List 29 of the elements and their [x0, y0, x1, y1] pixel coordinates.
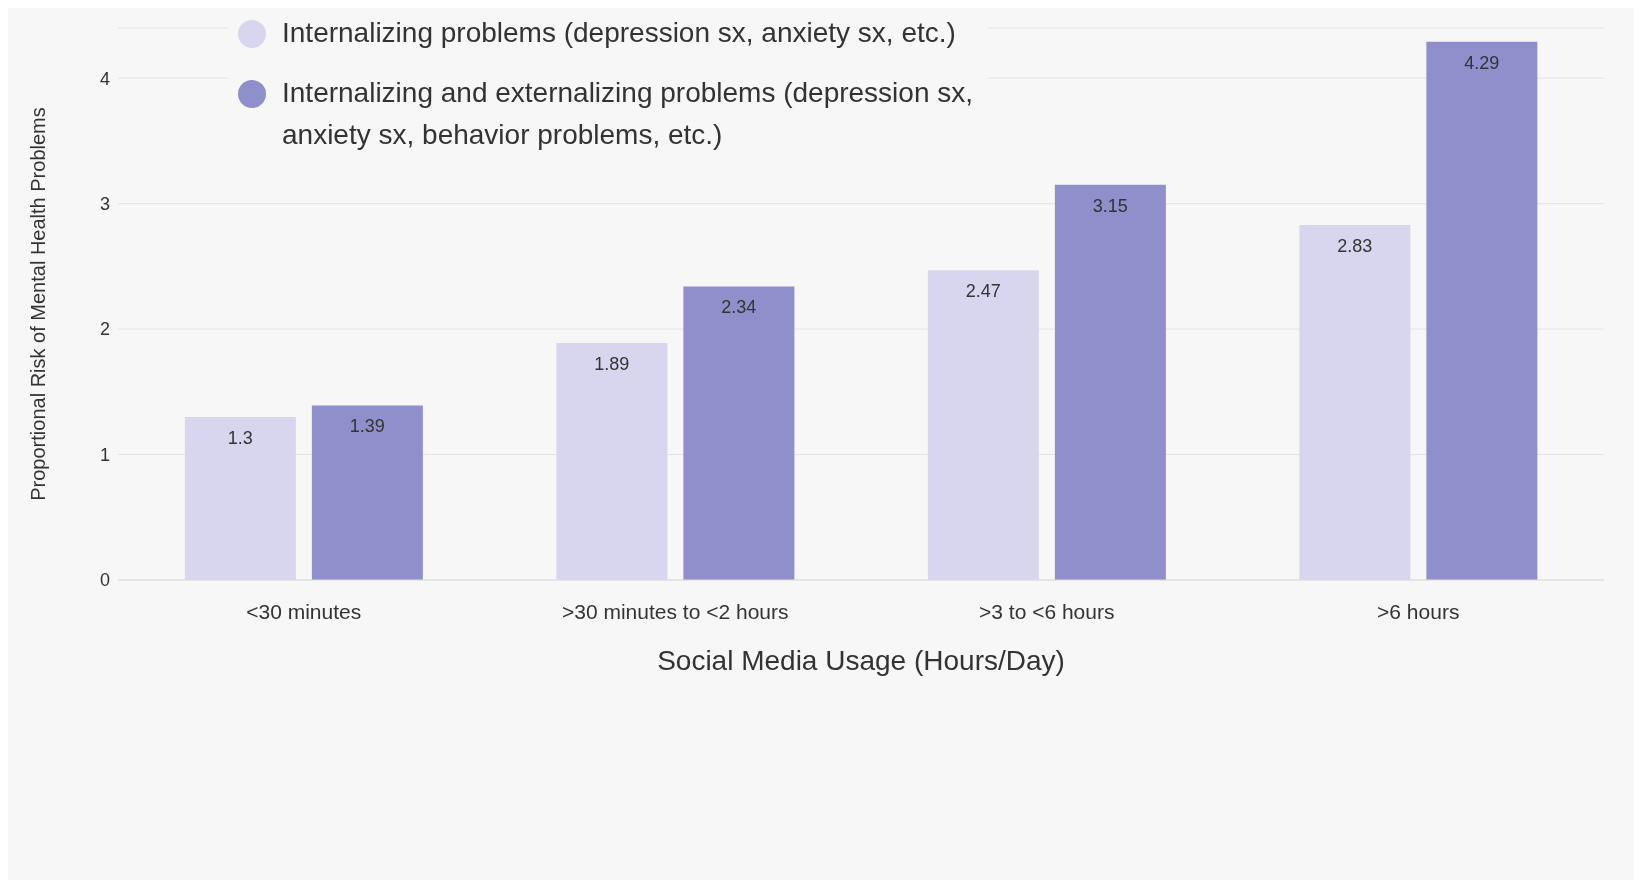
legend-label: Internalizing and externalizing problems (depression sx, anxiety sx, behavior problems, etc.)	[282, 76, 975, 152]
bar	[683, 286, 795, 580]
legend-label: Internalizing problems (depression sx, anxiety sx, etc.)	[282, 16, 957, 50]
x-tick-label: <30 minutes	[246, 599, 362, 623]
y-tick-label: 3	[99, 194, 110, 215]
bar	[556, 342, 668, 580]
data-label: 2.83	[1337, 235, 1373, 256]
x-tick-label: >30 minutes to <2 hours	[562, 599, 789, 623]
data-label: 1.89	[594, 353, 630, 374]
bar	[1054, 184, 1166, 580]
x-axis-title: Social Media Usage (Hours/Day)	[657, 645, 1065, 676]
bar	[1426, 41, 1538, 580]
data-label: 1.39	[349, 416, 385, 437]
bar	[1299, 224, 1411, 580]
y-tick-label: 1	[99, 444, 110, 465]
y-tick-label: 2	[99, 319, 110, 340]
y-tick-label: 4	[99, 68, 110, 89]
bar	[311, 405, 423, 580]
data-label: 1.3	[227, 427, 253, 448]
bar	[927, 270, 1039, 580]
data-label: 2.34	[721, 297, 757, 318]
data-label: 2.47	[965, 280, 1001, 301]
data-label: 3.15	[1092, 195, 1128, 216]
y-axis-title: Proportional Risk of Mental Health Problems	[27, 107, 50, 501]
x-tick-label: >3 to <6 hours	[979, 599, 1115, 623]
y-tick-label: 0	[99, 570, 110, 591]
data-label: 4.29	[1464, 52, 1500, 73]
bar	[184, 416, 296, 580]
x-tick-label: >6 hours	[1377, 599, 1460, 623]
